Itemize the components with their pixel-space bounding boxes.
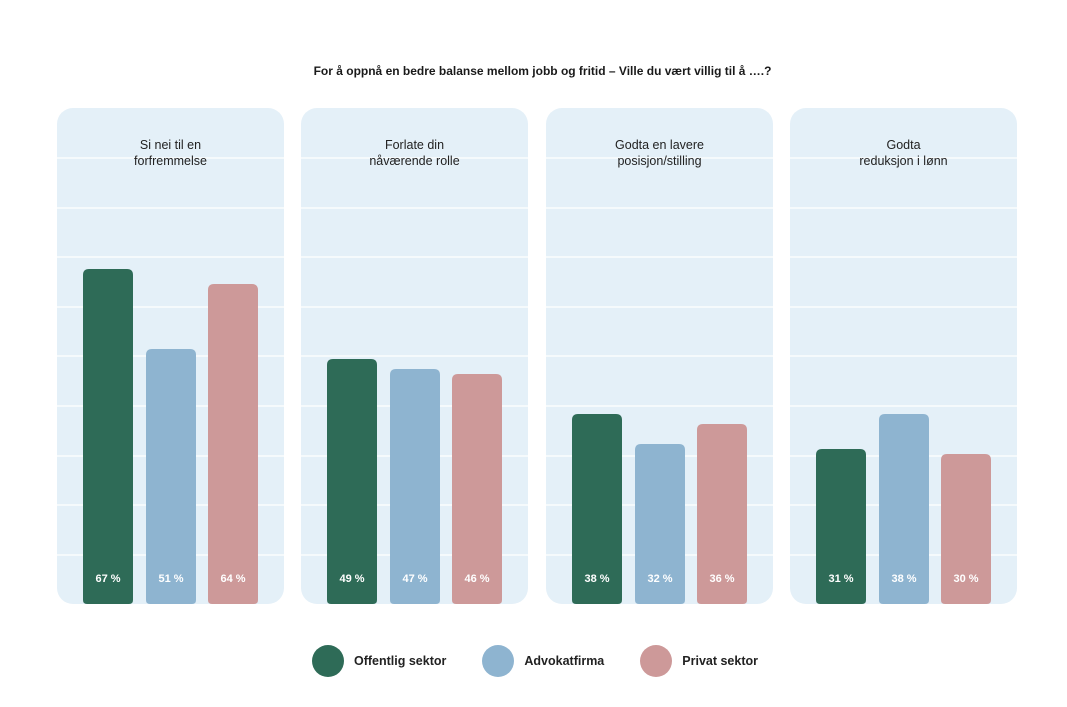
bar-label-advokatfirma-godta-en-lavere-posisjon-stilling: 32 % xyxy=(647,573,672,585)
bar-label-advokatfirma-forlate-din-nåværende-rolle: 47 % xyxy=(402,573,427,585)
bar-privat-sektor-si-nei-til-en-forfremmelse xyxy=(208,284,258,604)
legend-label-offentlig-sektor: Offentlig sektor xyxy=(354,654,447,668)
panel-godta-reduksjon-i-lønn: Godta reduksjon i lønn 31 % 38 % 30 % xyxy=(790,108,1017,604)
bar-label-offentlig-sektor-forlate-din-nåværende-rolle: 49 % xyxy=(339,573,364,585)
bar-label-offentlig-sektor-godta-reduksjon-i-lønn: 31 % xyxy=(828,573,853,585)
bar-privat-sektor-forlate-din-nåværende-rolle xyxy=(452,374,502,604)
panel-forlate-din-nåværende-rolle: Forlate din nåværende rolle 49 % 47 % 46 % xyxy=(301,108,528,604)
bar-label-privat-sektor-si-nei-til-en-forfremmelse: 64 % xyxy=(220,573,245,585)
bar-privat-sektor-godta-reduksjon-i-lønn xyxy=(941,454,991,604)
bar-label-advokatfirma-godta-reduksjon-i-lønn: 38 % xyxy=(891,573,916,585)
bar-offentlig-sektor-forlate-din-nåværende-rolle xyxy=(327,359,377,604)
bar-offentlig-sektor-si-nei-til-en-forfremmelse xyxy=(83,269,133,604)
bar-advokatfirma-godta-reduksjon-i-lønn xyxy=(879,414,929,604)
bar-label-privat-sektor-godta-reduksjon-i-lønn: 30 % xyxy=(953,573,978,585)
legend-item-privat-sektor: Privat sektor xyxy=(640,645,758,677)
bar-advokatfirma-forlate-din-nåværende-rolle xyxy=(390,369,440,604)
legend-label-advokatfirma: Advokatfirma xyxy=(524,654,605,668)
panel-si-nei-til-en-forfremmelse: Si nei til en forfremmelse 67 % 51 % 64 % xyxy=(57,108,284,604)
chart-title: For å oppnå en bedre balanse mellom jobb… xyxy=(313,64,772,78)
bar-label-privat-sektor-forlate-din-nåværende-rolle: 46 % xyxy=(464,573,489,585)
legend-label-privat-sektor: Privat sektor xyxy=(682,654,758,668)
bar-privat-sektor-godta-en-lavere-posisjon-stilling xyxy=(697,424,747,604)
legend-swatch-offentlig-sektor xyxy=(312,645,344,677)
panel-title: Si nei til en forfremmelse xyxy=(134,138,207,168)
bar-label-advokatfirma-si-nei-til-en-forfremmelse: 51 % xyxy=(158,573,183,585)
legend-swatch-advokatfirma xyxy=(482,645,515,677)
panel-godta-en-lavere-posisjon-stilling: Godta en lavere posisjon/stilling 38 % 32 %… xyxy=(546,108,773,604)
bar-advokatfirma-godta-en-lavere-posisjon-stilling xyxy=(635,444,685,604)
legend-item-advokatfirma: Advokatfirma xyxy=(482,645,604,677)
panel-title: Forlate din nåværende rolle xyxy=(369,138,459,168)
bar-offentlig-sektor-godta-en-lavere-posisjon-stilling xyxy=(572,414,622,604)
legend-item-offentlig-sektor: Offentlig sektor xyxy=(312,645,446,677)
bar-label-offentlig-sektor-godta-en-lavere-posisjon-stilling: 38 % xyxy=(584,573,609,585)
bar-advokatfirma-si-nei-til-en-forfremmelse xyxy=(146,349,196,604)
legend-swatch-privat-sektor xyxy=(640,645,673,677)
bar-label-offentlig-sektor-si-nei-til-en-forfremmelse: 67 % xyxy=(95,573,120,585)
bar-label-privat-sektor-godta-en-lavere-posisjon-stilling: 36 % xyxy=(709,573,734,585)
bar-offentlig-sektor-godta-reduksjon-i-lønn xyxy=(816,449,866,604)
legend: Offentlig sektor Advokatfirma Privat sek… xyxy=(0,645,1067,677)
panel-title: Godta en lavere posisjon/stilling xyxy=(615,138,704,168)
panel-title: Godta reduksjon i lønn xyxy=(859,138,947,168)
